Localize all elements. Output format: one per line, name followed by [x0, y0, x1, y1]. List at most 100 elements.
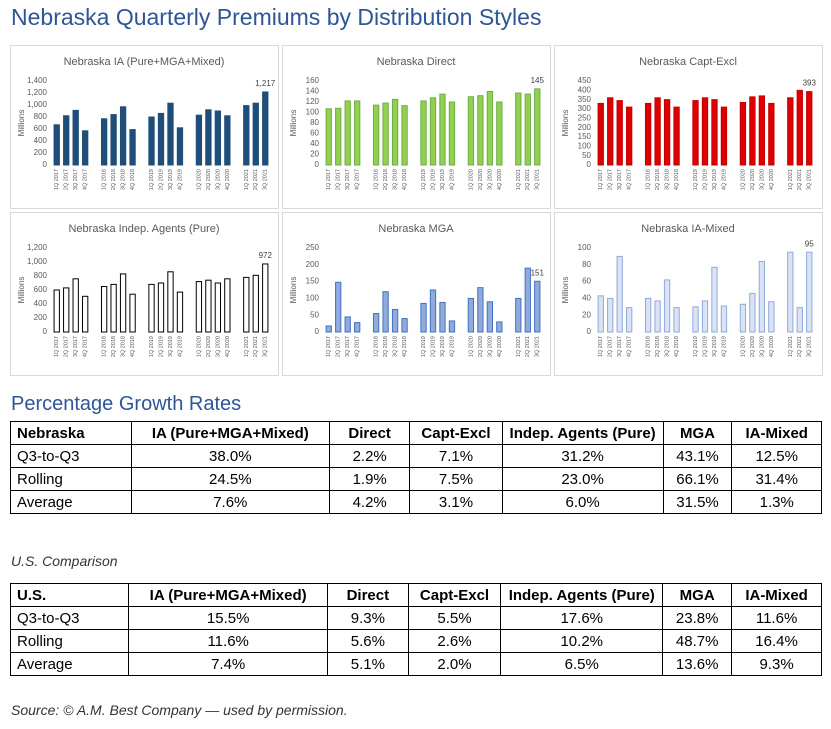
bar [534, 280, 541, 333]
data-label: 393 [803, 79, 817, 88]
bar [758, 260, 766, 333]
y-tick-label: 150 [578, 132, 592, 141]
x-tick-label: 4Q 2018 [402, 336, 408, 357]
bar [382, 102, 389, 166]
bar [749, 96, 756, 166]
data-label: 972 [259, 251, 273, 260]
bar [787, 97, 794, 166]
x-tick-label: 4Q 2019 [177, 169, 183, 190]
y-tick-label: 1,000 [27, 257, 48, 266]
y-tick-label: 100 [578, 243, 592, 252]
x-tick-label: 1Q 2018 [374, 336, 380, 357]
chart-panel [554, 212, 823, 376]
y-tick-label: 1,000 [27, 100, 48, 109]
chart-panel [10, 45, 279, 209]
x-tick-label: 1Q 2018 [102, 336, 108, 357]
chart-panel [282, 45, 551, 209]
table-cell: 23.0% [501, 467, 664, 491]
bar [391, 98, 399, 166]
bar [391, 308, 399, 333]
y-tick-label: 0 [315, 327, 320, 336]
table-cell: 31.4% [731, 467, 822, 491]
x-tick-label: 1Q 2021 [516, 169, 522, 190]
us-table: U.S. IA (Pure+MGA+Mixed) Direct Capt-Excl In… [9, 583, 822, 676]
x-tick-label: 3Q 2019 [712, 169, 718, 190]
bar [644, 297, 652, 333]
bar [524, 267, 531, 333]
x-tick-label: 1Q 2019 [421, 169, 427, 190]
bar [626, 307, 633, 333]
x-tick-label: 3Q 2017 [73, 336, 79, 357]
y-tick-label: 0 [43, 160, 48, 169]
bar [806, 91, 813, 166]
bar [597, 102, 604, 166]
x-tick-label: 4Q 2019 [721, 169, 727, 190]
x-tick-label: 3Q 2021 [807, 336, 813, 357]
table-cell: 9.3% [327, 606, 409, 630]
bar [325, 108, 332, 166]
bar [129, 293, 136, 333]
bar [420, 302, 427, 333]
table-cell: 31.2% [501, 444, 664, 468]
bar [224, 115, 231, 166]
y-tick-label: 40 [310, 139, 319, 148]
bar [515, 92, 522, 166]
bar [496, 321, 503, 333]
data-label: 151 [531, 268, 545, 277]
bar [63, 287, 70, 333]
x-tick-label: 3Q 2019 [440, 169, 446, 190]
x-tick-label: 2Q 2017 [336, 169, 342, 190]
table-row: Q3-to-Q3 15.5% 9.3% 5.5% 17.6% 23.8% 11.6% [9, 606, 822, 630]
y-tick-label: 80 [310, 118, 319, 127]
x-tick-label: 4Q 2017 [355, 169, 361, 190]
header-cell: Indep. Agents (Pure) [501, 421, 664, 445]
x-tick-label: 1Q 2019 [421, 336, 427, 357]
table-cell: 3.1% [409, 490, 503, 514]
bar [401, 318, 408, 333]
x-tick-label: 1Q 2021 [244, 336, 250, 357]
bar [344, 316, 351, 333]
x-tick-label: 4Q 2019 [449, 169, 455, 190]
y-tick-label: 250 [578, 113, 592, 122]
bar [429, 97, 437, 166]
table-cell: 15.5% [128, 606, 329, 630]
x-tick-label: 2Q 2017 [608, 169, 614, 190]
table-cell: 11.6% [731, 606, 822, 630]
x-tick-label: 3Q 2018 [665, 169, 671, 190]
x-tick-label: 3Q 2017 [73, 169, 79, 190]
table-row: Q3-to-Q3 38.0% 2.2% 7.1% 31.2% 43.1% 12.5% [10, 444, 822, 468]
x-tick-label: 4Q 2019 [721, 336, 727, 357]
bar [344, 100, 351, 166]
x-tick-label: 4Q 2017 [627, 169, 633, 190]
x-tick-label: 2Q 2020 [478, 169, 484, 190]
bar [214, 282, 222, 333]
x-tick-label: 1Q 2019 [693, 169, 699, 190]
bar [749, 292, 756, 333]
y-tick-label: 450 [578, 76, 592, 85]
x-tick-label: 3Q 2021 [807, 169, 813, 190]
y-tick-label: 0 [587, 327, 592, 336]
y-tick-label: 0 [315, 160, 320, 169]
x-tick-label: 3Q 2019 [440, 336, 446, 357]
table-row: Average 7.4% 5.1% 2.0% 6.5% 13.6% 9.3% [9, 652, 822, 676]
bar [711, 99, 718, 166]
bar [119, 273, 127, 333]
bar [372, 313, 380, 333]
x-tick-label: 3Q 2020 [215, 169, 221, 190]
table-cell: 48.7% [662, 629, 733, 653]
table-cell: 12.5% [731, 444, 822, 468]
bar [72, 109, 79, 166]
bar [129, 129, 136, 166]
data-label: 95 [805, 239, 814, 248]
y-tick-label: 400 [34, 136, 48, 145]
x-tick-label: 2Q 2020 [206, 169, 212, 190]
x-tick-label: 3Q 2021 [263, 336, 269, 357]
bar [195, 281, 203, 333]
y-tick-label: 100 [578, 141, 592, 150]
y-tick-label: 0 [587, 160, 592, 169]
x-tick-label: 1Q 2017 [598, 336, 604, 357]
x-tick-label: 3Q 2020 [215, 336, 221, 357]
x-tick-label: 3Q 2017 [345, 169, 351, 190]
y-tick-label: 200 [306, 260, 320, 269]
x-tick-label: 3Q 2018 [393, 336, 399, 357]
